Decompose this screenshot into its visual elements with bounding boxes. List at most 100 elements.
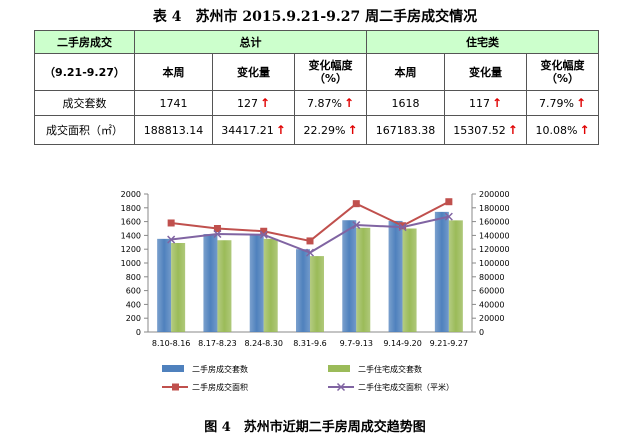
- marker-stroke: [352, 221, 361, 230]
- figure-caption: 图 4 苏州市近期二手房周成交趋势图: [204, 420, 426, 435]
- marker-stroke: [213, 229, 222, 239]
- marker-stroke: [305, 248, 315, 257]
- y-left-tick-label: 0: [136, 328, 141, 337]
- cell-total-this-week: 188813.14: [134, 115, 213, 145]
- x-tick-label: 8.24-8.30: [244, 339, 283, 348]
- cell-total-change: 127 ↑: [212, 90, 295, 116]
- cell-total-pct: 22.29% ↑: [294, 115, 367, 145]
- x-tick-label: 8.17-8.23: [198, 339, 237, 348]
- x-tick-label: 8.10-8.16: [152, 339, 191, 348]
- bar-residential-units: [171, 242, 186, 332]
- legend-label: 二手房成交套数: [192, 364, 248, 374]
- y-left-tick-label: 600: [126, 287, 141, 296]
- table-row-units: 成交套数 1741 127 ↑ 7.87% ↑ 1618 117 ↑ 7.79% ↑: [34, 90, 600, 116]
- bar-total-units: [203, 234, 218, 332]
- header-group-residential: 住宅类: [365, 30, 600, 54]
- y-right-tick-label: 180000: [479, 204, 510, 213]
- bar-total-units: [296, 249, 310, 332]
- y-left-tick-label: 1600: [121, 218, 141, 227]
- cell-value: 117: [468, 96, 490, 110]
- point-total-area: [306, 237, 314, 245]
- up-arrow-icon: ↑: [491, 95, 503, 110]
- cell-value: 10.08%: [535, 123, 578, 137]
- y-right-tick-label: 160000: [479, 218, 510, 227]
- bar-total-units: [388, 220, 403, 332]
- cell-total-this-week: 1741: [134, 90, 213, 116]
- y-right-tick-label: 80000: [479, 273, 504, 282]
- up-arrow-icon: ↑: [507, 122, 518, 137]
- header-total-this-week: 本周: [134, 53, 213, 91]
- transaction-table: 二手房成交 总计 住宅类 （9.21-9.27） 本周 变化量 变化幅度（%） …: [34, 30, 600, 145]
- x-tick-label: 9.14-9.20: [383, 339, 422, 348]
- header-group-total: 总计: [134, 30, 367, 54]
- cell-res-this-week: 167183.38: [366, 115, 445, 145]
- y-left-tick-label: 1200: [121, 245, 141, 254]
- y-right-tick-label: 20000: [479, 314, 504, 323]
- point-residential-area: [167, 235, 176, 244]
- bar-total-units: [157, 238, 172, 332]
- x-tick-label: 9.7-9.13: [340, 339, 373, 348]
- marker-stroke: [167, 235, 176, 244]
- y-right-tick-label: 120000: [479, 245, 510, 254]
- cell-total-change: 34417.21 ↑: [212, 115, 295, 145]
- cell-total-pct: 7.87% ↑: [294, 90, 367, 116]
- cell-res-this-week: 1618: [366, 90, 445, 116]
- header-res-change-pct: 变化幅度（%）: [525, 53, 600, 91]
- table-header-row-2: （9.21-9.27） 本周 变化量 变化幅度（%） 本周 变化量 变化幅度（%…: [34, 53, 600, 91]
- y-right-tick-label: 140000: [479, 231, 510, 240]
- cell-value: 7.79%: [539, 96, 574, 110]
- y-left-tick-label: 1800: [121, 204, 141, 213]
- marker-stroke: [444, 212, 453, 221]
- table-header-row-1: 二手房成交 总计 住宅类: [34, 30, 600, 54]
- point-total-area: [260, 227, 268, 235]
- bar-residential-units: [310, 256, 324, 332]
- y-right-tick-label: 200000: [479, 190, 510, 199]
- bar-residential-units: [217, 240, 232, 332]
- y-left-tick-label: 400: [126, 300, 141, 309]
- point-total-area: [352, 200, 360, 208]
- cell-res-change: 15307.52 ↑: [444, 115, 527, 145]
- up-arrow-icon: ↑: [579, 122, 590, 137]
- y-left-tick-label: 1000: [121, 259, 141, 268]
- y-left-tick-label: 1400: [121, 231, 141, 240]
- row-label: 成交套数: [34, 90, 135, 116]
- cell-res-change: 117 ↑: [444, 90, 527, 116]
- legend-label: 二手住宅成交面积（平米）: [358, 382, 454, 392]
- marker-stroke: [398, 223, 407, 232]
- cell-value: 34417.21: [221, 123, 274, 137]
- bar-residential-units: [448, 220, 463, 332]
- legend-label: 二手房成交面积: [192, 382, 248, 392]
- point-total-area: [399, 222, 407, 230]
- y-right-tick-label: 0: [479, 328, 484, 337]
- bar-residential-units: [356, 227, 371, 332]
- cell-res-pct: 10.08% ↑: [525, 115, 600, 145]
- point-residential-area: [305, 248, 315, 257]
- cell-res-pct: 7.79% ↑: [525, 90, 600, 116]
- legend-swatch: [162, 365, 184, 372]
- chart-axes: 0200400600800100012001400160018002000020…: [121, 190, 510, 348]
- table-row-area: 成交面积（㎡） 188813.14 34417.21 ↑ 22.29% ↑ 1671…: [34, 115, 600, 145]
- up-arrow-icon: ↑: [275, 122, 286, 137]
- row-label: 成交面积（㎡）: [34, 115, 135, 145]
- point-residential-area: [444, 212, 453, 221]
- marker-stroke: [259, 230, 268, 239]
- bar-residential-units: [263, 238, 278, 332]
- bar-total-units: [434, 211, 449, 332]
- header-total-change: 变化量: [212, 53, 295, 91]
- header-col-main: 二手房成交: [34, 30, 135, 54]
- up-arrow-icon: ↑: [259, 95, 271, 110]
- header-period: （9.21-9.27）: [34, 53, 135, 91]
- chart-bars: [157, 211, 463, 332]
- point-total-area: [213, 225, 221, 232]
- y-right-tick-label: 100000: [479, 259, 510, 268]
- legend-swatch: [328, 365, 350, 372]
- cell-value: 7.87%: [306, 96, 342, 110]
- point-total-area: [445, 198, 453, 206]
- y-left-tick-label: 2000: [121, 190, 141, 199]
- up-arrow-icon: ↑: [343, 95, 354, 110]
- table-title: 表 4 苏州市 2015.9.21-9.27 周二手房成交情况: [152, 9, 478, 25]
- header-res-this-week: 本周: [366, 53, 445, 91]
- cell-value: 15307.52: [453, 123, 506, 137]
- point-residential-area: [213, 229, 222, 239]
